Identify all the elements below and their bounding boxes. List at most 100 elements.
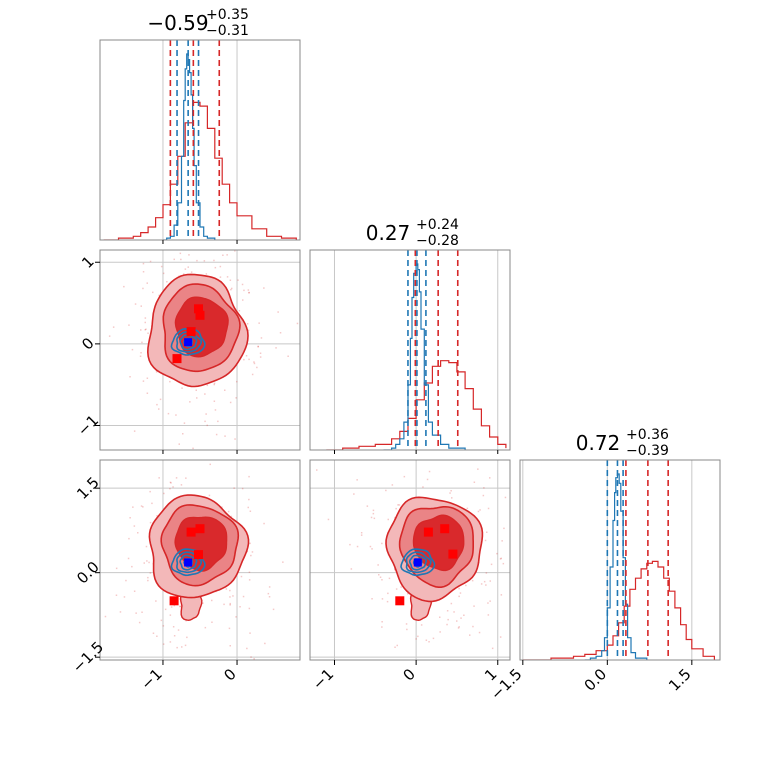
sample-point (208, 680, 210, 682)
sample-point (381, 598, 384, 600)
scatter-content (55, 210, 343, 492)
sample-point (147, 332, 149, 334)
sample-point (484, 539, 487, 542)
scatter-content (91, 439, 284, 682)
truth-marker (184, 558, 193, 567)
sample-point (160, 265, 163, 268)
sample-point (138, 621, 141, 624)
sample-point (147, 579, 149, 582)
sample-point (141, 611, 143, 613)
sample-point (259, 356, 262, 358)
sample-point (248, 607, 251, 610)
sample-point (487, 507, 490, 510)
sample-point (172, 227, 174, 229)
sample-point (460, 617, 462, 619)
sample-point (487, 614, 490, 616)
sample-point (253, 658, 255, 660)
sample-point (356, 479, 358, 481)
sample-point (470, 677, 472, 679)
sample-point (466, 507, 469, 510)
sample-point (471, 579, 474, 582)
sample-point (249, 632, 251, 634)
truth-marker (413, 558, 422, 567)
sample-point (248, 291, 250, 294)
sample-point (115, 594, 118, 596)
sample-point (341, 210, 343, 212)
sample-point (465, 584, 467, 587)
red-marker (172, 354, 182, 364)
sample-point (169, 380, 171, 383)
sample-point (356, 545, 359, 548)
diag-panel-1 (309, 249, 511, 451)
sample-point (128, 537, 130, 540)
sample-point (445, 664, 447, 666)
sample-point (417, 635, 419, 638)
sample-point (91, 599, 93, 601)
sample-point (504, 496, 507, 499)
sample-point (156, 403, 158, 406)
sample-point (451, 497, 453, 499)
sample-point (159, 398, 162, 401)
sample-point (360, 532, 363, 534)
sample-point (248, 475, 250, 478)
panel-title-value: 0.27 (366, 221, 411, 245)
sample-point (229, 279, 232, 281)
sample-point (458, 587, 460, 590)
sample-point (268, 586, 271, 588)
titles-layer: −0.59+0.35−0.31 0.27 +0.24−0.28 0.72 +0.36−0… (147, 7, 669, 459)
sample-point (480, 583, 483, 585)
sample-point (229, 589, 231, 592)
sample-point (378, 574, 380, 576)
sample-point (459, 592, 462, 594)
sample-point (219, 265, 222, 268)
sample-point (156, 635, 158, 637)
panels-layer (55, 39, 721, 682)
sample-point (142, 287, 144, 290)
sample-point (55, 353, 57, 355)
sample-point (131, 348, 134, 351)
sample-point (146, 392, 149, 394)
sample-point (204, 420, 206, 423)
red-marker (395, 596, 405, 606)
sample-point (149, 490, 151, 493)
sample-point (129, 517, 131, 519)
sample-point (428, 641, 430, 643)
sample-point (170, 606, 173, 608)
sample-point (137, 532, 139, 534)
sample-point (260, 439, 262, 441)
red-histogram (326, 360, 507, 450)
sample-point (250, 656, 252, 658)
sample-point (279, 332, 282, 334)
x-tick-label: 0.0 (581, 665, 611, 695)
sample-point (234, 438, 236, 440)
sample-point (258, 322, 260, 324)
sample-point (145, 328, 147, 330)
sample-point (369, 545, 372, 548)
sample-point (128, 324, 130, 326)
sample-point (394, 516, 396, 519)
x-tick-label: 0 (220, 665, 239, 684)
sample-point (486, 531, 488, 533)
sample-point (169, 481, 172, 484)
red-marker (186, 327, 196, 337)
panel-title-upper: +0.36 (626, 427, 669, 443)
sample-point (184, 644, 187, 647)
blue-histogram (584, 473, 648, 660)
sample-point (169, 614, 172, 616)
sample-point (233, 487, 235, 489)
sample-point (248, 358, 250, 361)
sample-point (229, 604, 231, 606)
sample-point (129, 376, 131, 378)
sample-point (170, 482, 172, 484)
sample-point (353, 493, 355, 495)
sample-point (215, 433, 218, 436)
sample-point (162, 643, 165, 645)
sample-point (133, 525, 136, 527)
sample-point (131, 565, 133, 568)
sample-point (199, 490, 201, 492)
sample-point (223, 603, 225, 606)
sample-point (428, 470, 431, 473)
sample-point (202, 602, 204, 604)
sample-point (257, 345, 259, 348)
